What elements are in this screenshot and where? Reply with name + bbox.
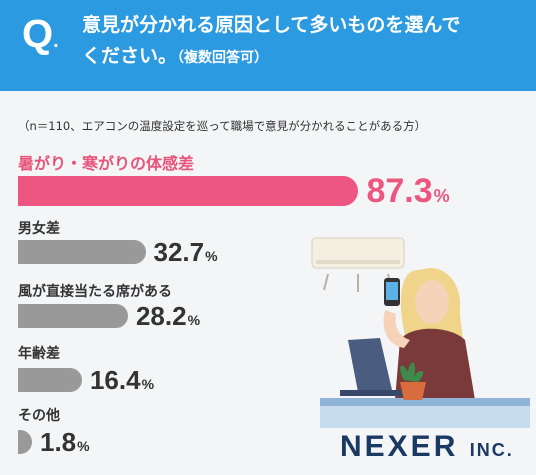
value-unit: %	[433, 186, 450, 206]
bar	[18, 176, 359, 206]
category-label: 風が直接当たる席がある	[18, 284, 172, 300]
bar	[18, 430, 32, 454]
nexer-logo: NEXER INC.	[340, 430, 514, 463]
question-sub: （複数回答可）	[177, 50, 269, 66]
q-mark: Q.	[22, 12, 59, 56]
value-label: 1.8%	[40, 429, 90, 455]
face-icon	[415, 280, 449, 324]
value-number: 16.4	[89, 365, 141, 395]
question-text: 意見が分かれる原因として多いものを選んで ください。（複数回答可）	[82, 10, 522, 74]
category-label: 暑がり・寒がりの体感差	[18, 154, 195, 173]
question-line-1: 意見が分かれる原因として多いものを選んで	[82, 14, 461, 36]
question-header: Q. 意見が分かれる原因として多いものを選んで ください。（複数回答可）	[0, 0, 536, 91]
value-label: 16.4%	[90, 367, 154, 393]
value-number: 28.2	[135, 301, 187, 331]
value-number: 32.7	[153, 237, 205, 267]
value-label: 28.2%	[136, 303, 200, 329]
category-label: 男女差	[18, 221, 60, 237]
sample-note: （n＝110、エアコンの温度設定を巡って職場で意見が分かれることがある方）	[18, 119, 427, 133]
laptop-icon	[348, 338, 392, 392]
value-unit: %	[205, 248, 218, 264]
bar	[18, 240, 146, 264]
value-unit: %	[77, 438, 90, 454]
value-label: 32.7%	[154, 239, 218, 265]
value-unit: %	[187, 312, 201, 328]
office-worker-illustration	[311, 237, 530, 428]
question-line-2: ください。（複数回答可）	[82, 45, 269, 67]
value-number: 87.3	[366, 172, 433, 210]
category-label: 年齢差	[18, 346, 60, 362]
plant-icon	[400, 362, 424, 382]
category-label: その他	[18, 408, 60, 424]
desk-icon	[320, 398, 530, 408]
bar	[18, 304, 128, 328]
bar	[18, 368, 82, 392]
value-unit: %	[141, 376, 155, 392]
value-label: 87.3%	[366, 174, 449, 208]
value-number: 1.8	[40, 427, 77, 457]
